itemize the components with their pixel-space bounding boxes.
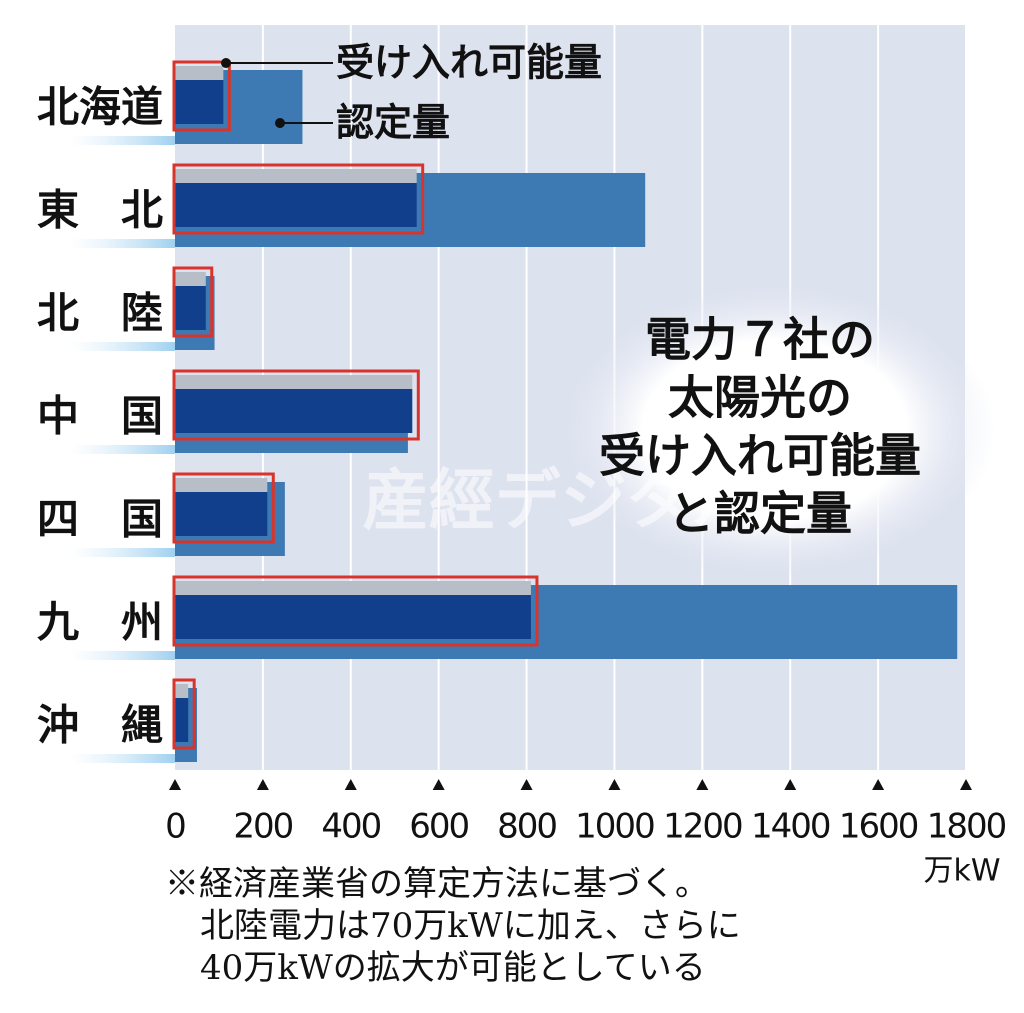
accept-outline [172, 60, 231, 132]
chart-title: 太陽光の [668, 371, 852, 425]
x-tick-label: 600 [409, 807, 468, 847]
x-tick-label: 0 [165, 807, 185, 847]
chart-title: 受け入れ可能量 [599, 429, 921, 483]
accept-outline [172, 678, 196, 750]
accept-bar [175, 492, 268, 536]
watermark: 産經デジタル [363, 462, 758, 539]
x-tick-label: 1600 [839, 807, 918, 847]
accept-top [175, 272, 206, 286]
accept-top [175, 581, 531, 595]
accept-outline [172, 369, 420, 441]
tick-mark [169, 779, 181, 790]
legend-label: 認定量 [336, 101, 450, 145]
x-tick-label: 1400 [751, 807, 830, 847]
accept-bar [175, 595, 531, 639]
category-label: 北 陸 [37, 289, 163, 338]
tick-mark [608, 779, 621, 790]
shadow [70, 651, 175, 660]
accept-top [175, 684, 189, 698]
chart-title: 電力７社の [645, 313, 875, 367]
category-label: 東 北 [37, 186, 163, 235]
accept-bar [175, 286, 206, 330]
accept-top [175, 478, 268, 492]
x-tick-label: 400 [321, 807, 380, 847]
category-label: 九 州 [37, 598, 163, 647]
shadow [70, 754, 175, 763]
accept-top [175, 169, 417, 183]
legend-label: 受け入れ可能量 [336, 41, 602, 85]
category-label: 中 国 [37, 392, 163, 441]
shadow [70, 239, 175, 248]
accept-outline [172, 266, 214, 338]
shadow [70, 445, 175, 454]
x-unit: 万kW [923, 854, 1000, 889]
shadow [70, 342, 175, 351]
x-tick-label: 1000 [575, 807, 654, 847]
title-glow [555, 280, 995, 580]
accept-bar [175, 80, 224, 124]
accept-top [175, 375, 413, 389]
accept-bar [175, 389, 413, 433]
tick-mark [256, 779, 269, 790]
footnote: 40万kWの拡大が可能としている [200, 948, 706, 988]
tick-mark [960, 779, 972, 790]
x-tick-label: 200 [233, 807, 292, 847]
footnote: ※経済産業省の算定方法に基づく。 [165, 864, 709, 904]
accept-outline [172, 575, 539, 647]
tick-mark [784, 779, 797, 790]
x-tick-label: 1800 [927, 807, 1006, 847]
category-label: 沖 縄 [37, 701, 163, 750]
shadow [70, 136, 175, 145]
footnote: 北陸電力は70万kWに加え、さらに [200, 906, 741, 946]
tick-mark [344, 779, 357, 790]
accept-bar [175, 183, 417, 227]
tick-mark [696, 779, 709, 790]
category-label: 四 国 [37, 495, 163, 544]
x-tick-label: 800 [497, 807, 556, 847]
accept-top [175, 66, 224, 80]
accept-outline [172, 163, 425, 235]
accept-bar [175, 698, 189, 742]
chart-title: と認定量 [668, 487, 852, 541]
tick-mark [432, 779, 445, 790]
x-tick-label: 1200 [663, 807, 742, 847]
accept-outline [172, 472, 275, 544]
shadow [70, 548, 175, 557]
tick-mark [872, 779, 885, 790]
category-label: 北海道 [37, 83, 163, 132]
tick-mark [520, 779, 533, 790]
